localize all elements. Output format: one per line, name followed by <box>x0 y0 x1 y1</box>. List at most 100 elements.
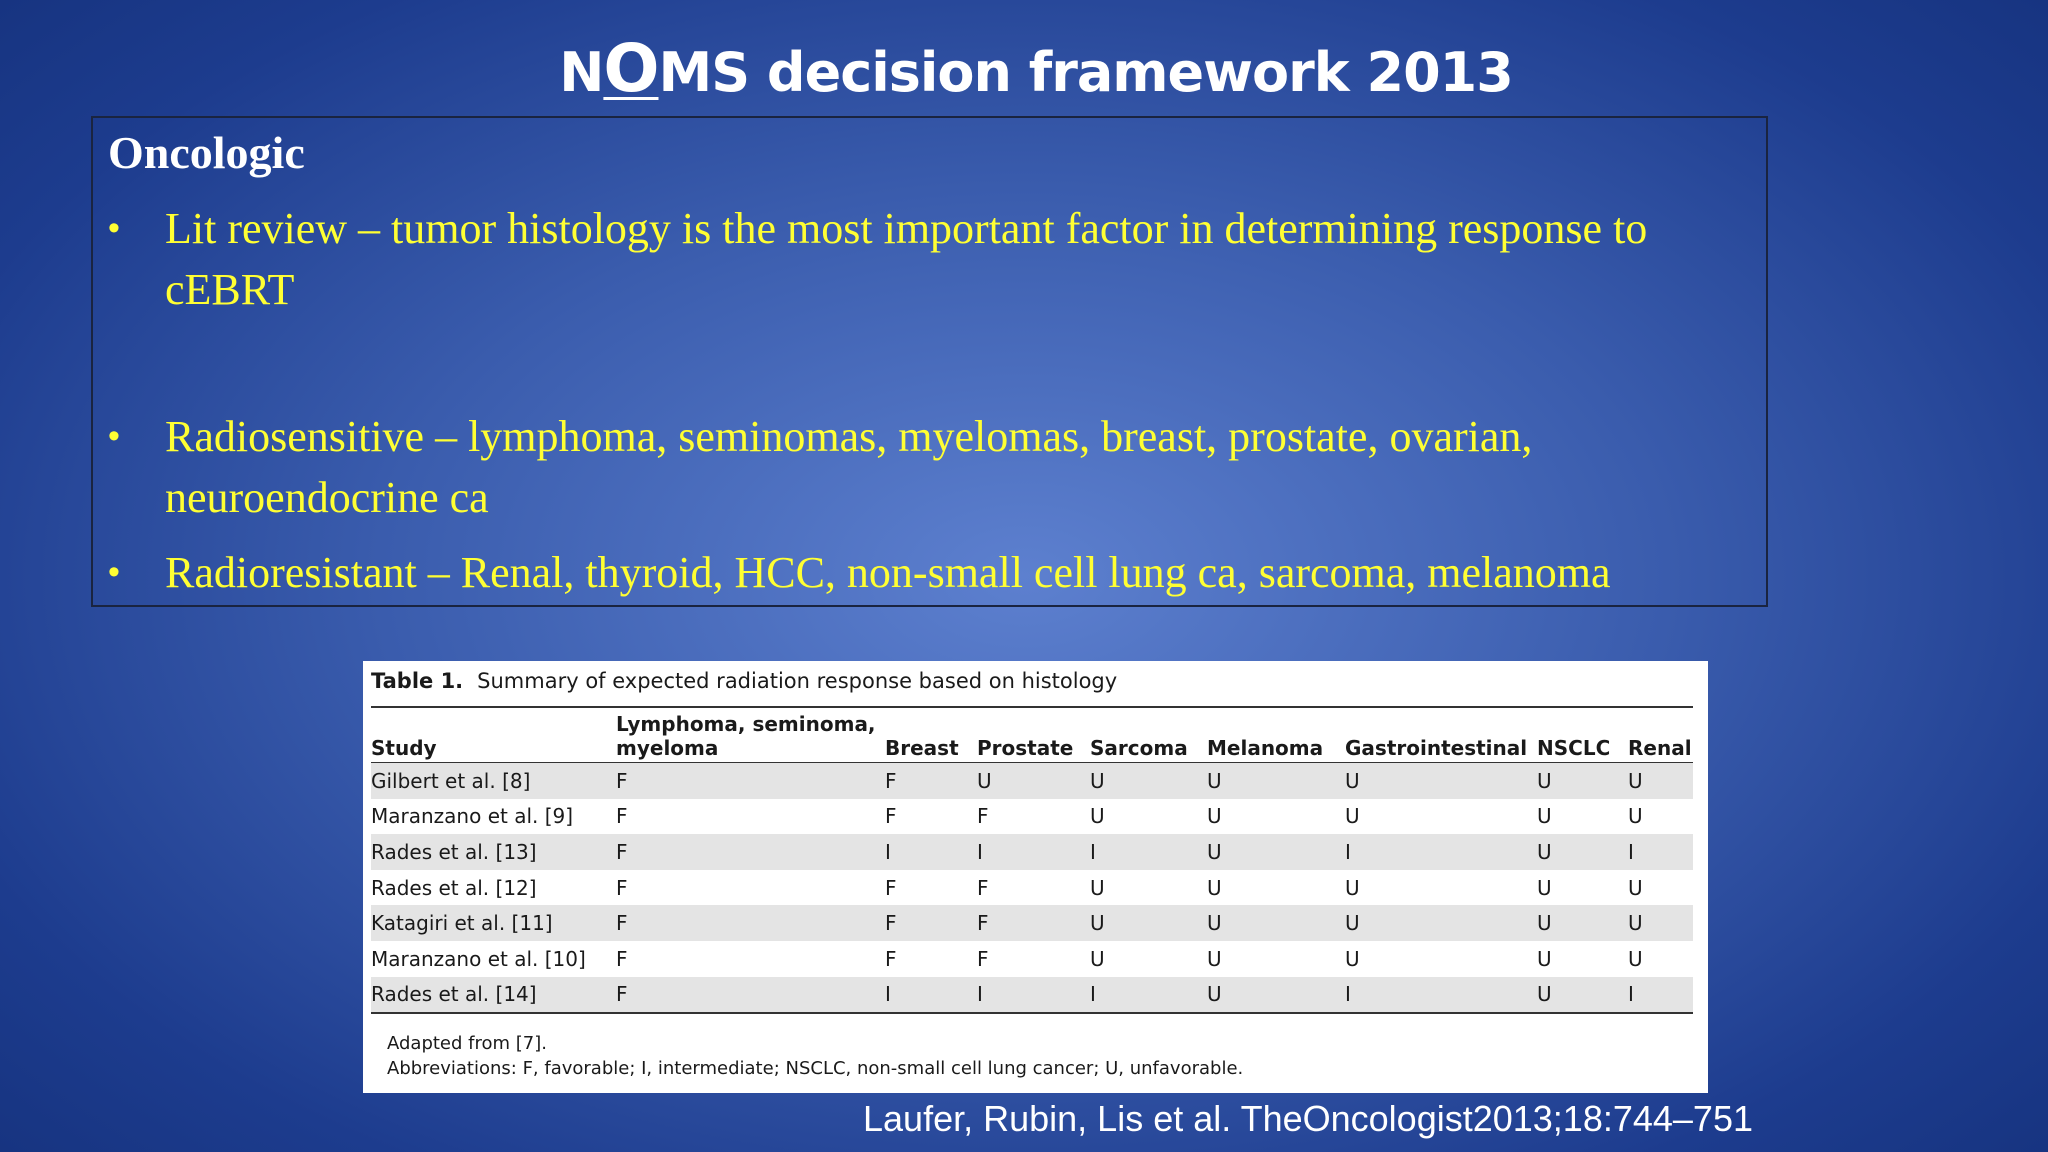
bullet: • Radiosensitive – lymphoma, seminomas, m… <box>108 406 1708 528</box>
bullet: • Lit review – tumor histology is the mos… <box>108 198 1708 320</box>
table-cell: Rades et al. [12] <box>371 875 537 900</box>
table-cell: F <box>616 911 628 936</box>
caption-text: Summary of expected radiation response b… <box>477 669 1118 693</box>
table-cell: U <box>1090 946 1105 971</box>
title-part: O <box>603 30 659 107</box>
table-cell: F <box>885 875 897 900</box>
table-cell: U <box>1090 875 1105 900</box>
table-cell: U <box>1345 875 1360 900</box>
table-cell: U <box>1207 804 1222 829</box>
table-cell: U <box>1537 804 1552 829</box>
table-cell: U <box>1345 804 1360 829</box>
table-cell: F <box>977 804 989 829</box>
table-cell: F <box>977 911 989 936</box>
table: Study Lymphoma, seminoma, myeloma Breast Pr… <box>371 706 1693 1015</box>
column-header: Lymphoma, seminoma, myeloma <box>616 707 885 763</box>
title-part: MS decision framework 2013 <box>658 41 1514 104</box>
table-cell: U <box>1207 768 1222 793</box>
column-header: Study <box>371 707 616 763</box>
table-cell: I <box>977 839 983 864</box>
table-cell: U <box>1537 768 1552 793</box>
table-cell: I <box>885 839 891 864</box>
table-cell: U <box>1537 875 1552 900</box>
table-row: Rades et al. [12] F F F U U U U U <box>371 870 1693 906</box>
table-cell: I <box>1345 982 1351 1007</box>
footnote: Adapted from [7]. <box>387 1033 547 1054</box>
table-panel: Table 1. Summary of expected radiation re… <box>363 661 1708 1093</box>
table-cell: Katagiri et al. [11] <box>371 911 553 936</box>
table-row: Rades et al. [14] F I I I U I U I <box>371 976 1693 1014</box>
table-cell: U <box>1090 911 1105 936</box>
table-cell: U <box>1345 911 1360 936</box>
table-cell: F <box>885 946 897 971</box>
table-cell: U <box>1207 911 1222 936</box>
table-cell: U <box>1628 804 1643 829</box>
table-row: Katagiri et al. [11] F F F U U U U U <box>371 905 1693 941</box>
title: NOMS decision framework 2013 <box>0 30 2048 107</box>
table-cell: U <box>977 768 992 793</box>
table-cell: F <box>885 911 897 936</box>
table-cell: F <box>616 875 628 900</box>
header-row: Study Lymphoma, seminoma, myeloma Breast Pr… <box>371 707 1693 763</box>
table-cell: U <box>1345 768 1360 793</box>
column-header: NSCLC <box>1537 707 1628 763</box>
footnote: Abbreviations: F, favorable; I, intermed… <box>387 1058 1244 1079</box>
table-cell: I <box>1345 839 1351 864</box>
bullet: • Radioresistant – Renal, thyroid, HCC, n… <box>108 542 1708 603</box>
table-row: Maranzano et al. [9] F F F U U U U U <box>371 799 1693 835</box>
table-cell: U <box>1537 982 1552 1007</box>
table-cell: U <box>1628 911 1643 936</box>
table-cell: U <box>1207 875 1222 900</box>
table-cell: F <box>885 768 897 793</box>
table-cell: F <box>885 804 897 829</box>
caption-label: Table 1. <box>371 669 464 693</box>
caption: Table 1. Summary of expected radiation re… <box>371 669 1117 693</box>
table-cell: U <box>1090 768 1105 793</box>
heading: Oncologic <box>108 127 305 178</box>
table-cell: F <box>616 768 628 793</box>
column-header: Renal <box>1628 707 1693 763</box>
bullet-text: Radiosensitive – lymphoma, seminomas, my… <box>165 412 1533 522</box>
table-cell: U <box>1628 875 1643 900</box>
column-header: Breast <box>885 707 977 763</box>
table-cell: Maranzano et al. [10] <box>371 946 586 971</box>
table-cell: U <box>1207 839 1222 864</box>
column-header: Sarcoma <box>1090 707 1207 763</box>
table-cell: I <box>1628 839 1634 864</box>
table-cell: U <box>1537 946 1552 971</box>
table-cell: F <box>616 839 628 864</box>
table-cell: U <box>1537 839 1552 864</box>
table-cell: Rades et al. [14] <box>371 982 537 1007</box>
bullet-dot: • <box>108 209 120 247</box>
table-cell: F <box>977 946 989 971</box>
table-cell: I <box>977 982 983 1007</box>
table-cell: I <box>1090 982 1096 1007</box>
table-cell: U <box>1345 946 1360 971</box>
column-header: Melanoma <box>1207 707 1345 763</box>
table-cell: U <box>1537 911 1552 936</box>
citation: Laufer, Rubin, Lis et al. TheOncologist2… <box>863 1098 1753 1139</box>
table-cell: I <box>1090 839 1096 864</box>
table-cell: U <box>1628 946 1643 971</box>
table-cell: U <box>1207 946 1222 971</box>
table-cell: I <box>885 982 891 1007</box>
table-row: Maranzano et al. [10] F F F U U U U U <box>371 941 1693 977</box>
table-cell: F <box>616 804 628 829</box>
table-cell: F <box>616 946 628 971</box>
column-header: Gastrointestinal <box>1345 707 1537 763</box>
table-cell: Gilbert et al. [8] <box>371 768 531 793</box>
table-cell: U <box>1628 768 1643 793</box>
column-header: Prostate <box>977 707 1090 763</box>
table-cell: I <box>1628 982 1634 1007</box>
table-cell: Rades et al. [13] <box>371 839 537 864</box>
bullet-dot: • <box>108 553 120 591</box>
title-part: N <box>559 41 604 104</box>
bullet-text: Radioresistant – Renal, thyroid, HCC, no… <box>165 548 1611 597</box>
table-cell: F <box>977 875 989 900</box>
table-cell: Maranzano et al. [9] <box>371 804 574 829</box>
table-cell: F <box>616 982 628 1007</box>
table-row: Rades et al. [13] F I I I U I U I <box>371 834 1693 870</box>
content-box <box>91 116 1768 607</box>
table-body: Gilbert et al. [8] F F U U U U U U Maranzano et a… <box>371 762 1693 1014</box>
